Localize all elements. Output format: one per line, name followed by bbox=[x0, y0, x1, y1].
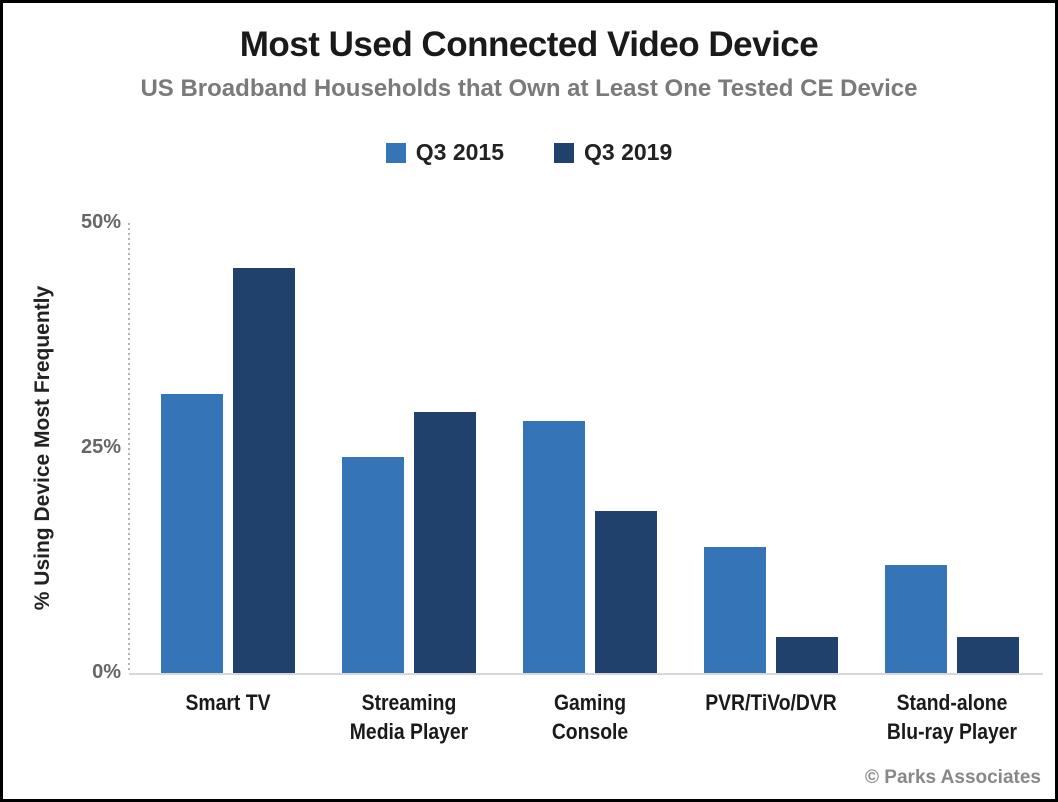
x-tick-label: Blu-ray Player bbox=[887, 720, 1017, 744]
chart-title: Most Used Connected Video Device bbox=[239, 25, 819, 64]
x-tick-label: PVR/TiVo/DVR bbox=[705, 691, 837, 715]
bar-q3-2019 bbox=[595, 511, 657, 673]
bar-q3-2015 bbox=[342, 457, 404, 673]
chart-frame: Most Used Connected Video Device US Broa… bbox=[3, 3, 1055, 799]
legend-label: Q3 2019 bbox=[584, 139, 673, 165]
x-tick-label: Media Player bbox=[350, 720, 468, 744]
x-tick-label: Smart TV bbox=[186, 691, 271, 715]
chart-subtitle: US Broadband Households that Own at Leas… bbox=[140, 75, 918, 102]
y-axis-label: % Using Device Most Frequently bbox=[31, 285, 54, 610]
bar-q3-2015 bbox=[161, 394, 223, 673]
legend-item-q3-2015: Q3 2015 bbox=[385, 139, 504, 166]
plot-area: 0% 25% 50% % Using Device Most Frequently Sm… bbox=[31, 211, 1043, 744]
legend-swatch bbox=[385, 142, 406, 163]
y-tick-label: 0% bbox=[92, 661, 121, 683]
legend-swatch bbox=[554, 142, 574, 163]
bar-q3-2019 bbox=[233, 268, 295, 673]
x-tick-label: Console bbox=[552, 720, 628, 744]
y-tick-label: 25% bbox=[81, 436, 121, 458]
legend-item-q3-2019: Q3 2019 bbox=[554, 139, 672, 166]
bar-q3-2019 bbox=[414, 412, 476, 673]
bar-q3-2019 bbox=[776, 637, 838, 673]
bar-q3-2015 bbox=[885, 565, 947, 673]
bar-q3-2019 bbox=[957, 637, 1019, 673]
bar-q3-2015 bbox=[523, 421, 585, 673]
credit: © Parks Associates bbox=[865, 767, 1041, 788]
x-tick-label: Gaming bbox=[554, 691, 626, 715]
legend: Q3 2015 Q3 2019 bbox=[3, 139, 1055, 166]
bar-q3-2015 bbox=[704, 547, 766, 673]
y-tick-label: 50% bbox=[81, 211, 121, 233]
legend-label: Q3 2015 bbox=[415, 139, 504, 165]
x-tick-label: Streaming bbox=[362, 691, 457, 715]
x-tick-label: Stand-alone bbox=[897, 691, 1008, 715]
